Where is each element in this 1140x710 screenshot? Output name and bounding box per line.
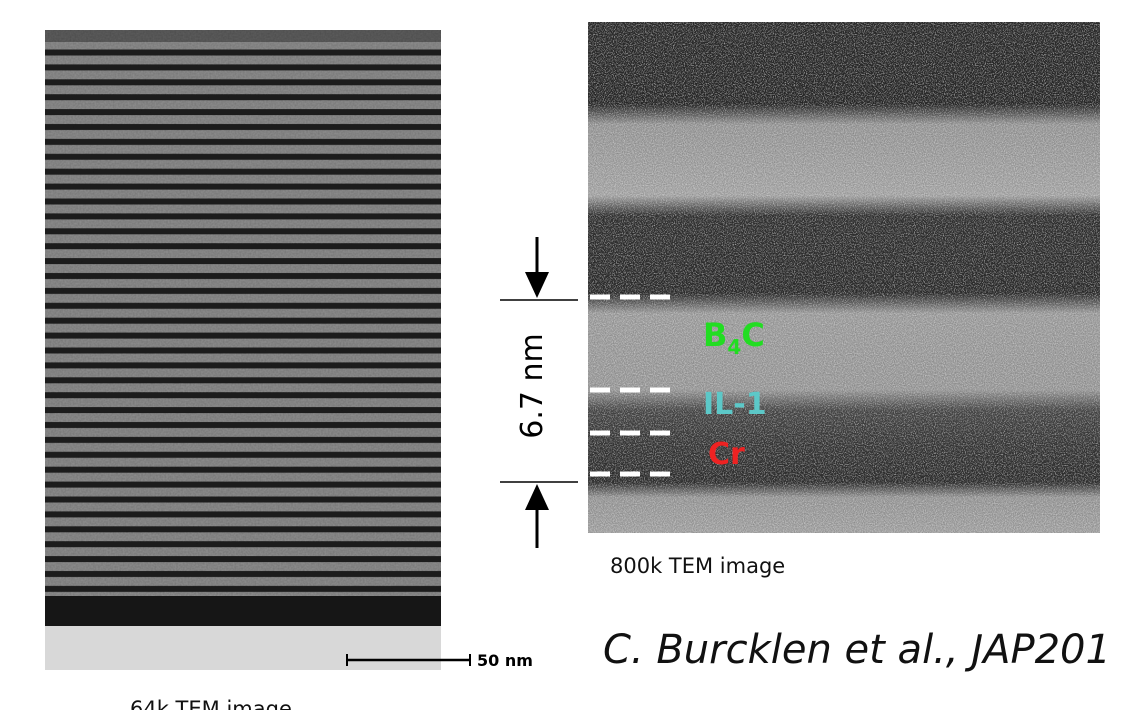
right-tem-image xyxy=(588,22,1100,533)
b4c-tail: C xyxy=(741,316,764,354)
il-label: IL-1 xyxy=(703,387,767,422)
scale-bar: 50 nm xyxy=(346,651,533,670)
b4c-label: B4C xyxy=(703,316,765,359)
left-tem-image xyxy=(45,30,441,670)
right-caption: 800k TEM image xyxy=(610,554,785,578)
scale-bar-label: 50 nm xyxy=(477,651,533,670)
b4c-base: B xyxy=(703,316,727,354)
left-caption: 64k TEM image xyxy=(130,697,292,710)
thickness-indicator xyxy=(500,237,578,548)
citation: C. Burcklen et al., JAP201 xyxy=(603,627,1111,673)
dashed-markers xyxy=(590,294,680,477)
b4c-sub: 4 xyxy=(727,335,741,359)
thickness-label: 6.7 nm xyxy=(515,333,550,438)
cr-label: Cr xyxy=(708,437,745,472)
